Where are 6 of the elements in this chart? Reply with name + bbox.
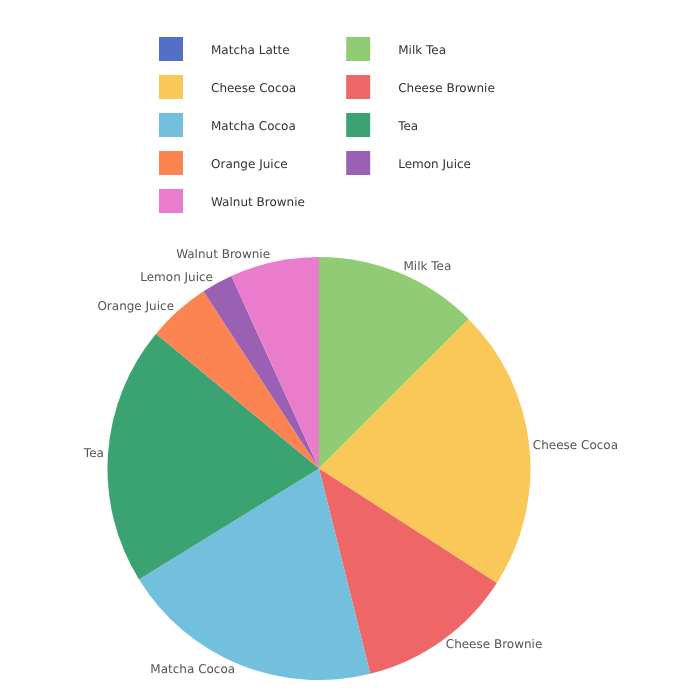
pie-slice [319,468,497,674]
pie-slice [319,318,531,583]
pie-slice [231,257,319,469]
pie-slice [107,333,319,580]
pie-slice [319,257,469,469]
pie-slice [139,468,371,680]
